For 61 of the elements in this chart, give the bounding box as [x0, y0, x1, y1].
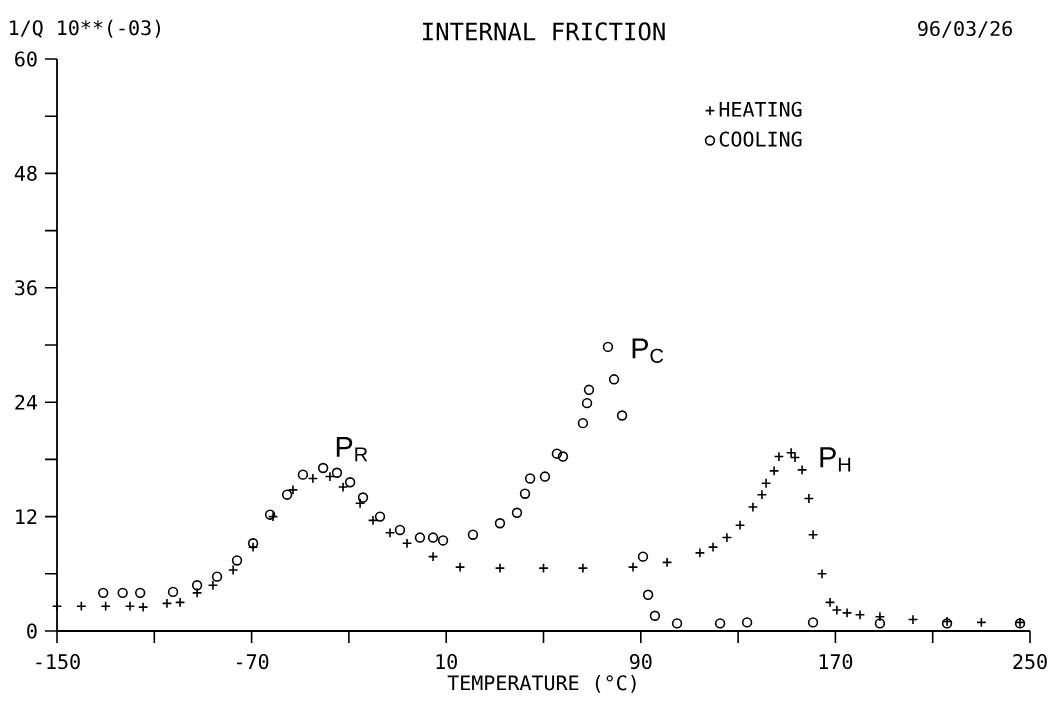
point	[714, 618, 726, 629]
point	[317, 462, 329, 474]
point	[117, 587, 128, 599]
point	[539, 471, 551, 482]
point	[583, 384, 595, 396]
chart-title: INTERNAL FRICTION	[423, 22, 665, 41]
x-tick-label: 10	[436, 654, 457, 670]
point	[394, 524, 406, 536]
point	[557, 451, 569, 462]
point	[581, 397, 593, 409]
y-tick-label: 60	[15, 51, 37, 67]
point	[135, 587, 146, 599]
point	[427, 532, 439, 543]
y-tick-label: 48	[14, 165, 37, 181]
point	[671, 618, 683, 629]
x-axis-title: TEMPERATURE (°C)	[447, 674, 636, 693]
x-tick-label: 90	[630, 654, 652, 670]
point	[577, 417, 589, 429]
point	[98, 587, 109, 599]
point	[551, 448, 563, 459]
annotation: P$_{C}$	[632, 338, 664, 363]
annotation: P$_{R}$	[336, 437, 368, 462]
point	[357, 492, 369, 503]
y-tick-label: 12	[16, 509, 37, 525]
y-tick-label: 36	[15, 280, 37, 296]
x-tick-label: 170	[819, 654, 853, 670]
point	[608, 374, 620, 385]
point	[211, 571, 223, 582]
point	[414, 532, 426, 543]
point	[602, 341, 614, 353]
annotation: P$_{H}$	[820, 447, 851, 472]
x-tick-label: -150	[36, 654, 80, 670]
point	[494, 518, 506, 529]
point	[467, 529, 479, 540]
y-tick-label: 0	[27, 623, 37, 639]
point	[247, 538, 259, 549]
point	[297, 469, 309, 480]
point	[519, 488, 531, 499]
point	[616, 410, 628, 421]
point	[167, 586, 179, 598]
point	[741, 617, 753, 628]
x-tick-label: 250	[1013, 654, 1047, 670]
point	[511, 507, 523, 518]
y-tick-label: 24	[15, 394, 37, 410]
point	[524, 473, 536, 484]
point	[374, 511, 386, 522]
x-tick-label: -70	[237, 654, 269, 670]
point	[807, 617, 819, 628]
point	[231, 555, 243, 566]
point	[344, 477, 356, 488]
point	[642, 589, 654, 600]
legend-label: HEATING	[719, 101, 802, 117]
point	[637, 551, 649, 562]
text: 96/03/26	[918, 20, 1012, 38]
legend-label: COOLING	[719, 131, 802, 147]
point	[437, 535, 449, 546]
point	[331, 467, 343, 478]
y-axis-title: 1/Q 10**(-03)	[10, 19, 160, 38]
point	[191, 580, 203, 591]
point	[874, 618, 886, 629]
point	[649, 610, 661, 621]
